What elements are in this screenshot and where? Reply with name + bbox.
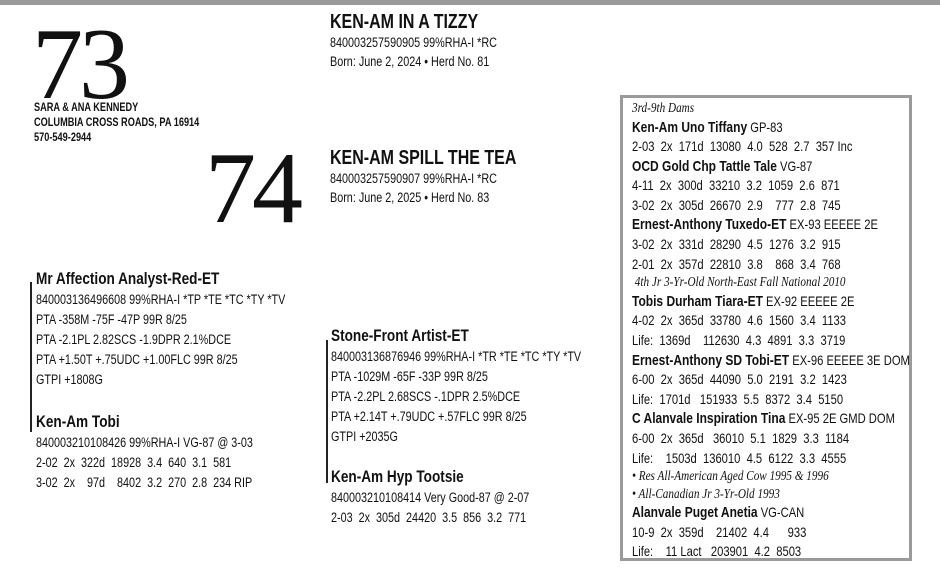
birth-info: Born: June 2, 2025 • Herd No. 83 — [330, 190, 490, 205]
dam-rating: VG-CAN — [757, 504, 805, 521]
sire-line: GTPI +1808G — [36, 372, 103, 387]
dam-block-73: Ken-Am Tobi 840003210108426 99%RHA-I VG-… — [36, 411, 253, 493]
consignor-name: SARA & ANA KENNEDY — [34, 102, 139, 114]
dam-name: Alanvale Puget Anetia — [632, 504, 758, 522]
dam-rating: EX-96 EEEEE 3E DOM — [789, 351, 910, 368]
dams-heading: 3rd-9th Dams — [632, 101, 695, 116]
sire-block-73: Mr Affection Analyst-Red-ET 840003136496… — [36, 268, 285, 390]
consignor-phone: 570-549-2944 — [34, 132, 92, 144]
top-rule — [0, 0, 940, 5]
dam-name: Ernest-Anthony SD Tobi-ET — [632, 351, 790, 369]
sire-line: 840003136496608 99%RHA-I *TP *TE *TC *TY… — [36, 292, 286, 307]
production-record: Life: 11 Lact 203901 4.2 8503 — [632, 543, 802, 560]
sire-name: Mr Affection Analyst-Red-ET — [36, 269, 220, 288]
award-note: • All-Canadian Jr 3-Yr-Old 1993 — [632, 486, 780, 502]
production-record: Life: 1369d 112630 4.3 4891 3.3 3719 — [632, 331, 846, 348]
production-record: 2-03 2x 171d 13080 4.0 528 2.7 357 Inc — [632, 138, 853, 155]
dam-entry: C Alanvale Inspiration Tina EX-95 2E GMD… — [632, 409, 910, 429]
production-record: 4-11 2x 300d 33210 3.2 1059 2.6 871 — [632, 177, 840, 194]
dam-block-74: Ken-Am Hyp Tootsie 840003210108414 Very … — [331, 466, 529, 528]
dam-line: 2-03 2x 305d 24420 3.5 856 3.2 771 — [331, 510, 527, 525]
dam-line: 3-02 2x 97d 8402 3.2 270 2.8 234 RIP — [36, 475, 253, 490]
sire-line: PTA -2.2PL 2.68SCS -.1DPR 2.5%DCE — [331, 389, 521, 404]
production-record: Life: 1503d 136010 4.5 6122 3.3 4555 — [632, 449, 847, 466]
production-record: 6-00 2x 365d 44090 5.0 2191 3.2 1423 — [632, 371, 847, 388]
lot-74-header: KEN-AM SPILL THE TEA 840003257590907 99%… — [330, 147, 516, 207]
animal-name: KEN-AM IN A TIZZY — [330, 11, 479, 33]
dam-name: Tobis Durham Tiara-ET — [632, 292, 763, 310]
production-record: 3-02 2x 305d 26670 2.9 777 2.8 745 — [632, 196, 841, 213]
consignor-address: COLUMBIA CROSS ROADS, PA 16914 — [34, 117, 200, 129]
dam-entry: Tobis Durham Tiara-ET EX-92 EEEEE 2E — [632, 292, 910, 312]
dam-rating: EX-93 EEEEE 2E — [786, 216, 878, 233]
sire-line: PTA -2.1PL 2.82SCS -1.9DPR 2.1%DCE — [36, 332, 232, 347]
sire-line: PTA +1.50T +.75UDC +1.00FLC 99R 8/25 — [36, 352, 238, 367]
dam-entry: Ernest-Anthony SD Tobi-ET EX-96 EEEEE 3E… — [632, 351, 910, 371]
dam-rating: EX-95 2E GMD DOM — [785, 410, 895, 427]
animal-id: 840003257590905 99%RHA-I *RC — [330, 35, 497, 50]
dam-name: Ken-Am Tobi — [36, 412, 120, 431]
production-record: 4-02 2x 365d 33780 4.6 1560 3.4 1133 — [632, 312, 847, 329]
dam-entry: Alanvale Puget Anetia VG-CAN — [632, 503, 910, 523]
sire-line: PTA +2.14T +.79UDC +.57FLC 99R 8/25 — [331, 409, 527, 424]
birth-info: Born: June 2, 2024 • Herd No. 81 — [330, 54, 490, 69]
dam-rating: EX-92 EEEEE 2E — [762, 292, 855, 309]
sire-line: PTA -358M -75F -47P 99R 8/25 — [36, 312, 187, 327]
lot-73-header: KEN-AM IN A TIZZY 840003257590905 99%RHA… — [330, 11, 497, 71]
production-record: 2-01 2x 357d 22810 3.8 868 3.4 768 — [632, 255, 841, 272]
lot-number-73: 73 — [32, 8, 130, 121]
production-record: 10-9 2x 359d 21402 4.4 933 — [632, 523, 807, 540]
dam-line: 2-02 2x 322d 18928 3.4 640 3.1 581 — [36, 455, 232, 470]
dam-entry: Ken-Am Uno Tiffany GP-83 — [632, 118, 910, 138]
dam-entry: Ernest-Anthony Tuxedo-ET EX-93 EEEEE 2E — [632, 215, 910, 235]
sire-line: GTPI +2035G — [331, 429, 398, 444]
dam-rating: VG-87 — [776, 157, 813, 174]
dam-name: Ken-Am Hyp Tootsie — [331, 467, 464, 486]
animal-id: 840003257590907 99%RHA-I *RC — [330, 171, 497, 186]
production-record: 3-02 2x 331d 28290 4.5 1276 3.2 915 — [632, 236, 841, 253]
sire-line: 840003136876946 99%RHA-I *TR *TE *TC *TY… — [331, 349, 582, 364]
award-note: 4th Jr 3-Yr-Old North-East Fall National… — [632, 275, 846, 291]
dam-name: Ernest-Anthony Tuxedo-ET — [632, 216, 787, 234]
dam-line: 840003210108426 99%RHA-I VG-87 @ 3-03 — [36, 435, 253, 450]
dam-name: OCD Gold Chp Tattle Tale — [632, 157, 777, 175]
award-note: • Res All-American Aged Cow 1995 & 1996 — [632, 469, 829, 485]
sire-name: Stone-Front Artist-ET — [331, 326, 469, 345]
production-record: 6-00 2x 365d 36010 5.1 1829 3.3 1184 — [632, 429, 850, 446]
dam-rating: GP-83 — [747, 118, 783, 135]
pedigree-bracket — [326, 340, 328, 483]
sire-block-74: Stone-Front Artist-ET 840003136876946 99… — [331, 325, 581, 447]
consignor-info: SARA & ANA KENNEDY COLUMBIA CROSS ROADS,… — [34, 101, 199, 146]
dam-line: 840003210108414 Very Good-87 @ 2-07 — [331, 490, 530, 505]
dam-name: Ken-Am Uno Tiffany — [632, 118, 748, 136]
sire-line: PTA -1029M -65F -33P 99R 8/25 — [331, 369, 488, 384]
production-record: Life: 1701d 151933 5.5 8372 3.4 5150 — [632, 390, 844, 407]
lot-number-74: 74 — [205, 132, 303, 245]
dams-box: 3rd-9th Dams Ken-Am Uno Tiffany GP-83 2-0… — [620, 95, 912, 561]
animal-name: KEN-AM SPILL THE TEA — [330, 147, 517, 169]
dams-list: 3rd-9th Dams Ken-Am Uno Tiffany GP-83 2-0… — [632, 100, 910, 562]
dam-name: C Alanvale Inspiration Tina — [632, 410, 786, 428]
pedigree-bracket — [30, 282, 32, 432]
dam-entry: OCD Gold Chp Tattle Tale VG-87 — [632, 157, 910, 177]
